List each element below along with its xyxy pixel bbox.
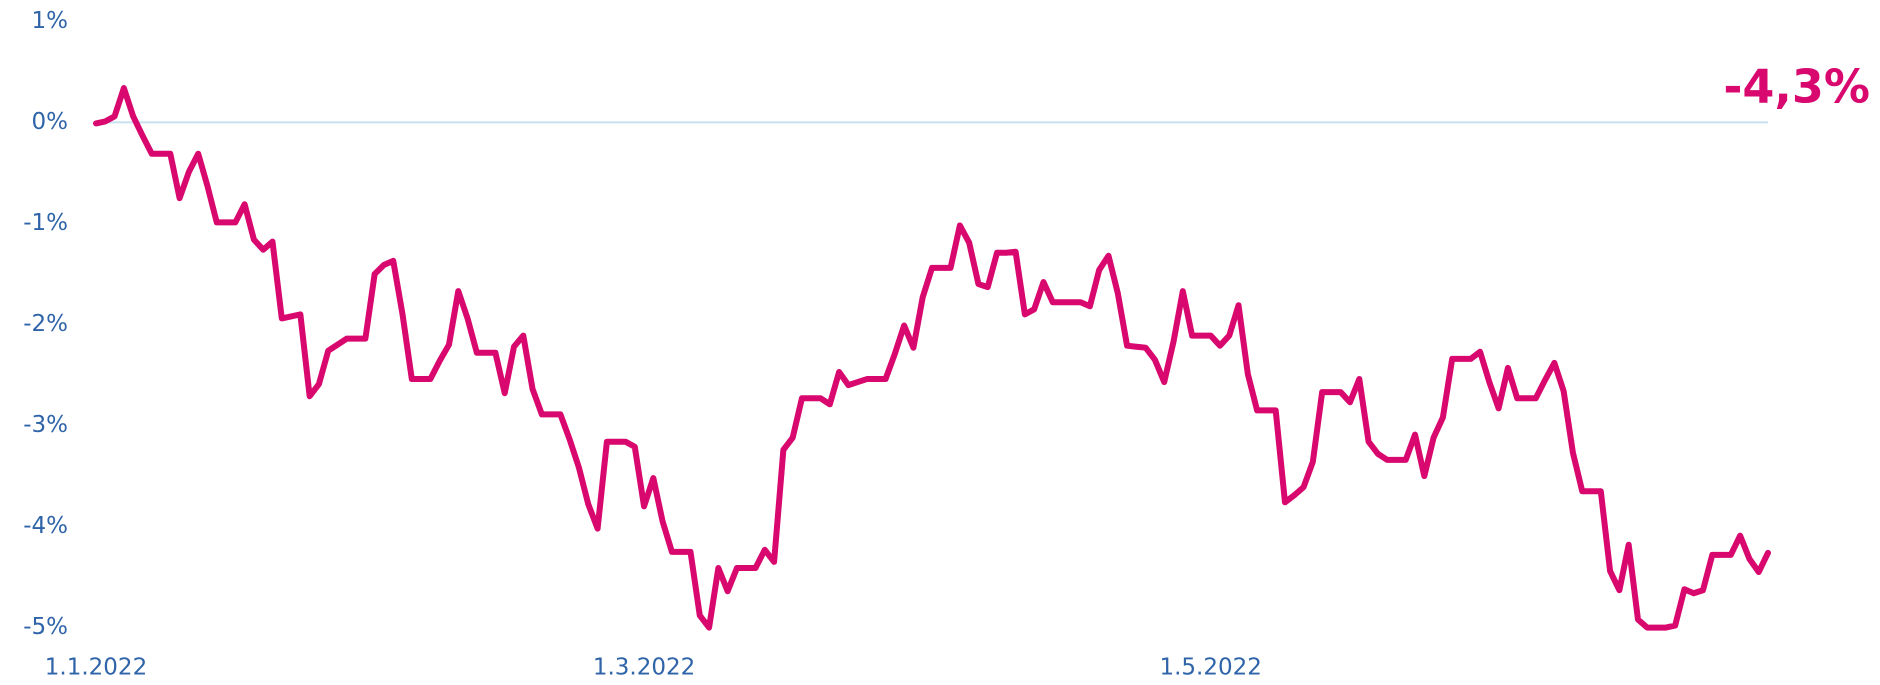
line	[93, 85, 1771, 631]
x-tick-label: 1.3.2022	[593, 655, 695, 681]
y-tick-label: -4%	[23, 513, 68, 539]
y-tick-label: -2%	[23, 311, 68, 337]
x-tick-label: 1.5.2022	[1159, 655, 1261, 681]
x-tick-label: 1.1.2022	[45, 655, 147, 681]
y-tick-label: 0%	[32, 109, 69, 135]
y-tick-label: -3%	[23, 412, 68, 438]
end-label: -4,3%	[1723, 60, 1870, 114]
y-tick-label: -5%	[23, 614, 68, 640]
y-tick-label: -1%	[23, 210, 68, 236]
y-tick-label: 1%	[32, 8, 69, 34]
